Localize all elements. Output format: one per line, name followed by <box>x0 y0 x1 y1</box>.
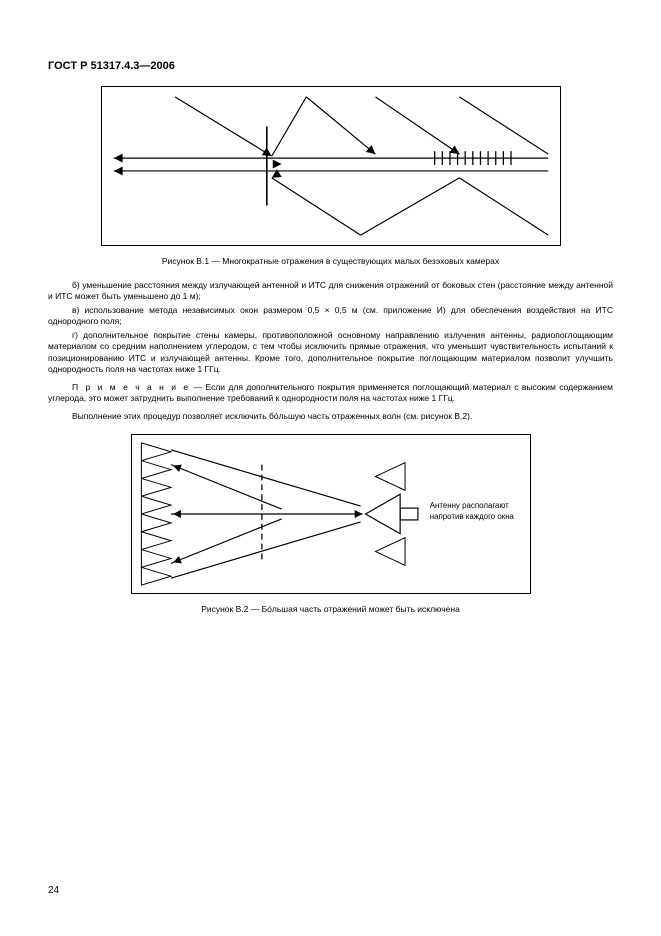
closing-paragraph: Выполнение этих процедур позволяет исклю… <box>48 411 613 422</box>
page-number: 24 <box>48 885 59 896</box>
figure-2-caption: Рисунок В.2 — Бо́льшая часть отражений м… <box>48 604 613 614</box>
figure-1 <box>101 86 561 246</box>
paragraph-v: в) использование метода независимых окон… <box>48 305 613 328</box>
document-header: ГОСТ Р 51317.4.3—2006 <box>48 60 613 72</box>
paragraph-b: б) уменьшение расстояния между излучающе… <box>48 280 613 303</box>
figure-1-caption: Рисунок В.1 — Многократные отражения в с… <box>48 256 613 266</box>
note-paragraph: П р и м е ч а н и е — Если для дополните… <box>48 382 613 405</box>
svg-text:Антенну располагают: Антенну располагают <box>429 501 508 510</box>
figure-2: Антенну располагают напротив каждого окна <box>131 434 531 594</box>
svg-text:напротив каждого окна: напротив каждого окна <box>429 512 514 521</box>
paragraph-g: г) дополнительное покрытие стены камеры,… <box>48 330 613 376</box>
note-label: П р и м е ч а н и е <box>72 382 190 392</box>
